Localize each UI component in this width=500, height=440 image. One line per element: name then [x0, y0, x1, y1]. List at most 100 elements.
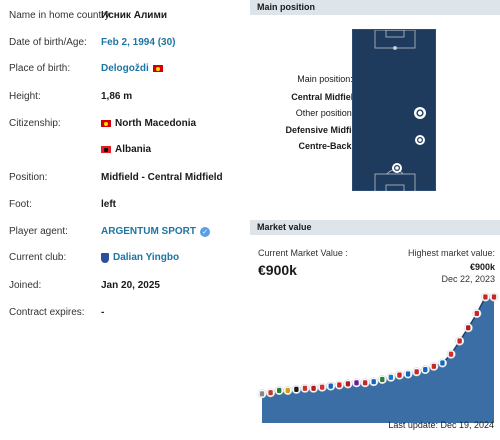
highest-market-value-date: Dec 22, 2023 [441, 274, 495, 284]
profile-label-citizenship: Citizenship: [9, 118, 61, 129]
profile-row-joined: Joined: Jan 20, 2025 [0, 280, 242, 294]
profile-value-citizenship: North Macedonia [101, 118, 196, 129]
current-market-value: €900k [258, 262, 297, 278]
profile-value-contract: - [101, 307, 104, 318]
profile-row-contract: Contract expires: - [0, 307, 242, 321]
other-position-defensive-midfield: Defensive Midfield [285, 125, 365, 135]
profile-value-club[interactable]: Dalian Yingbo [101, 252, 179, 263]
market-value-point[interactable] [394, 370, 404, 380]
profile-row-citizenship2: Albania [0, 144, 242, 158]
profile-label-agent: Player agent: [9, 226, 68, 237]
market-value-point[interactable] [480, 292, 490, 302]
market-value-point[interactable] [334, 380, 344, 390]
position-markers [392, 107, 449, 173]
north-macedonia-flag-icon [152, 65, 163, 72]
market-value-point[interactable] [283, 386, 293, 396]
market-value-chart[interactable] [256, 278, 500, 423]
highest-market-value-label: Highest market value: [407, 248, 495, 258]
market-value-point[interactable] [412, 367, 422, 377]
club-crest-icon [101, 252, 109, 263]
profile-value-text-home_name: Исник Алими [101, 10, 167, 21]
profile-value-agent[interactable]: ARGENTUM SPORT ✓ [101, 226, 210, 237]
profile-label-club: Current club: [9, 252, 67, 263]
market-value-point[interactable] [300, 383, 310, 393]
profile-row-position: Position: Midfield - Central Midfield [0, 172, 242, 186]
profile-label-position: Position: [9, 172, 48, 183]
market-value-point[interactable] [446, 349, 456, 359]
market-value-point[interactable] [257, 389, 267, 399]
profile-value-foot: left [101, 199, 116, 210]
profile-value-text-pob: Delogoždi [101, 63, 149, 74]
market-value-header: Market value [250, 220, 500, 235]
market-value-point[interactable] [429, 361, 439, 371]
profile-row-pob: Place of birth: Delogoždi [0, 63, 242, 77]
profile-value-dob[interactable]: Feb 2, 1994 (30) [101, 37, 175, 48]
market-value-point[interactable] [352, 378, 362, 388]
profile-value-text-contract: - [101, 307, 105, 318]
main-position-panel: Main position: Central Midfield Other po… [250, 15, 500, 205]
profile-row-height: Height: 1,86 m [0, 91, 242, 105]
profile-label-foot: Foot: [9, 199, 32, 210]
player-profile: Name in home country: Исник Алими Date of … [0, 0, 242, 440]
market-value-point[interactable] [377, 375, 387, 385]
profile-label-home_name: Name in home country: [9, 10, 113, 21]
profile-value-text-height: 1,86 m [101, 91, 133, 102]
profile-value-text-agent: ARGENTUM SPORT [101, 226, 196, 237]
market-value-point[interactable] [360, 378, 370, 388]
market-value-point[interactable] [326, 381, 336, 391]
profile-label-contract: Contract expires: [9, 307, 85, 318]
pitch-diagram [352, 29, 449, 193]
market-value-point[interactable] [463, 323, 473, 333]
right-column: Main position Main position: Central Mid… [250, 0, 500, 440]
market-value-point[interactable] [369, 377, 379, 387]
main-position-label: Main position: [297, 74, 353, 84]
market-value-point[interactable] [317, 382, 327, 392]
verified-check-icon: ✓ [200, 226, 210, 237]
profile-label-pob: Place of birth: [9, 63, 71, 74]
profile-row-club: Current club: Dalian Yingbo [0, 252, 242, 266]
pitch-lines [374, 29, 449, 193]
profile-value-text-position: Midfield - Central Midfield [101, 172, 223, 183]
market-value-point[interactable] [291, 384, 301, 394]
profile-label-height: Height: [9, 91, 41, 102]
profile-value-citizenship2: Albania [101, 144, 151, 155]
main-position-header: Main position [250, 0, 500, 15]
market-value-point[interactable] [489, 292, 499, 302]
profile-label-dob: Date of birth/Age: [9, 37, 87, 48]
market-value-point[interactable] [386, 372, 396, 382]
highest-market-value: €900k [469, 262, 495, 272]
profile-row-agent: Player agent: ARGENTUM SPORT ✓ [0, 226, 242, 240]
profile-row-home_name: Name in home country: Исник Алими [0, 10, 242, 24]
market-value-panel: Current Market Value : €900k Highest mar… [250, 230, 500, 440]
market-value-point[interactable] [274, 386, 284, 396]
profile-value-pob[interactable]: Delogoždi [101, 63, 163, 74]
market-value-point[interactable] [343, 379, 353, 389]
market-value-area [262, 297, 494, 423]
profile-row-foot: Foot: left [0, 199, 242, 213]
profile-value-height: 1,86 m [101, 91, 132, 102]
other-position-centre-back: Centre-Back [298, 141, 352, 151]
profile-value-text-foot: left [101, 199, 116, 210]
market-value-point[interactable] [420, 365, 430, 375]
main-position-value: Central Midfield [291, 92, 359, 102]
profile-label-joined: Joined: [9, 280, 42, 291]
profile-value-text-club: Dalian Yingbo [113, 252, 180, 263]
profile-row-dob: Date of birth/Age: Feb 2, 1994 (30) [0, 37, 242, 51]
market-value-point[interactable] [455, 336, 465, 346]
profile-value-joined: Jan 20, 2025 [101, 280, 160, 291]
market-value-point[interactable] [266, 388, 276, 398]
current-market-value-label: Current Market Value : [258, 248, 348, 258]
last-update: Last update: Dec 19, 2024 [388, 420, 494, 430]
market-value-point[interactable] [309, 383, 319, 393]
market-value-point[interactable] [403, 369, 413, 379]
north-macedonia-flag-icon [101, 120, 111, 127]
profile-value-text-citizenship: North Macedonia [115, 118, 197, 129]
profile-value-position: Midfield - Central Midfield [101, 172, 223, 183]
other-position-label: Other position: [295, 108, 355, 118]
profile-value-text-dob: Feb 2, 1994 (30) [101, 37, 176, 48]
market-value-point[interactable] [437, 358, 447, 368]
market-value-point[interactable] [472, 308, 482, 318]
profile-row-citizenship: Citizenship: North Macedonia [0, 118, 242, 132]
albania-flag-icon [101, 146, 111, 153]
profile-value-text-joined: Jan 20, 2025 [101, 280, 160, 291]
